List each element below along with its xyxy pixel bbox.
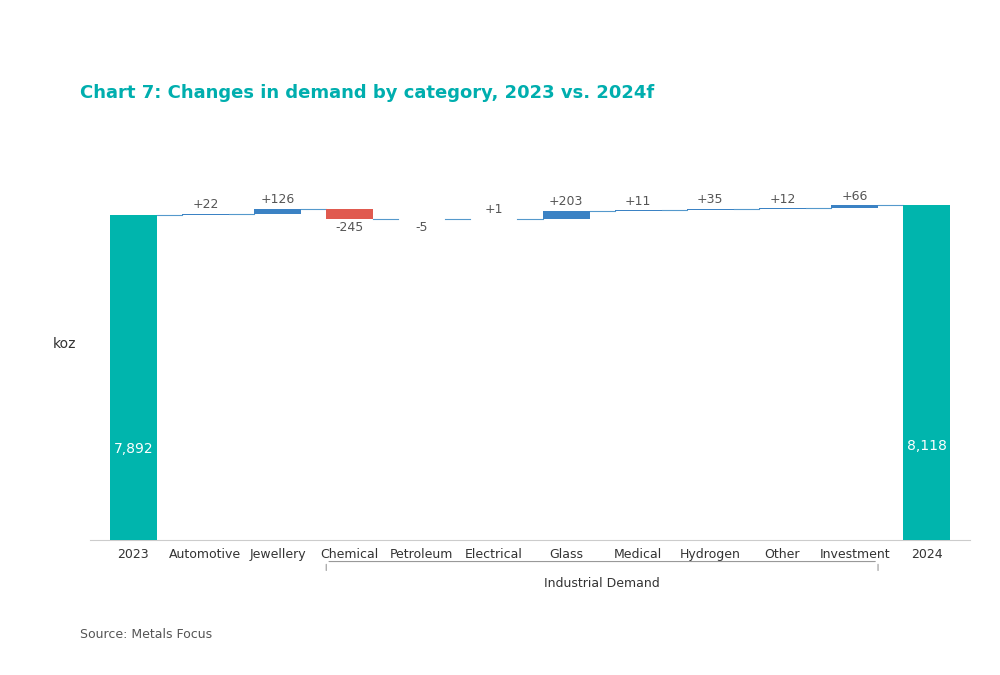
Text: Source: Metals Focus: Source: Metals Focus	[80, 628, 212, 641]
Text: +12: +12	[769, 192, 796, 206]
Text: 7,892: 7,892	[113, 442, 153, 456]
Text: -5: -5	[416, 221, 428, 234]
Bar	[903, 205, 950, 540]
Bar	[182, 214, 229, 215]
Bar	[254, 209, 301, 214]
Text: Industrial Demand: Industrial Demand	[544, 577, 660, 590]
Text: +126: +126	[260, 193, 295, 206]
Text: +1: +1	[485, 203, 503, 217]
Bar	[831, 205, 878, 208]
Bar	[543, 211, 590, 219]
Text: +35: +35	[697, 193, 724, 206]
Text: +66: +66	[841, 190, 868, 203]
Text: +203: +203	[549, 195, 583, 208]
Text: +22: +22	[192, 198, 219, 211]
Y-axis label: koz: koz	[53, 338, 76, 351]
Text: Chart 7: Changes in demand by category, 2023 vs. 2024f: Chart 7: Changes in demand by category, …	[80, 84, 654, 103]
Bar	[110, 215, 157, 540]
Bar	[326, 209, 373, 219]
Bar	[687, 209, 734, 210]
Text: +11: +11	[625, 194, 651, 208]
Text: -245: -245	[336, 221, 364, 234]
Text: 8,118: 8,118	[907, 439, 947, 454]
